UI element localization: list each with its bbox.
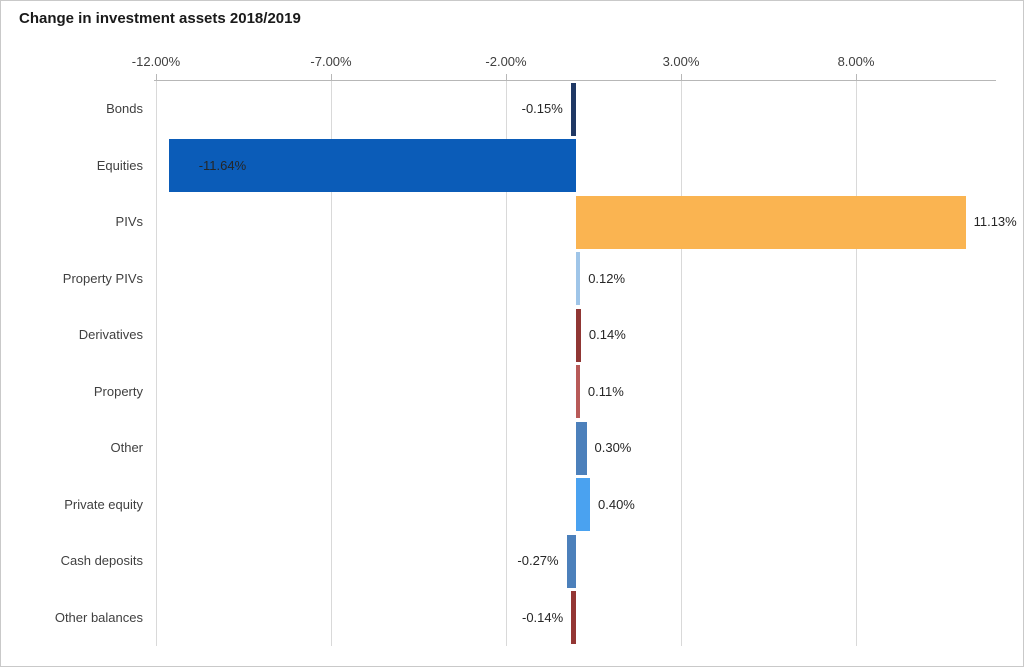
bar-value-label: 0.14%	[588, 327, 626, 342]
x-axis-line	[154, 80, 996, 81]
bar	[576, 252, 581, 305]
bar	[576, 365, 580, 418]
category-label: Other	[110, 440, 143, 455]
bar	[570, 83, 576, 136]
gridline	[156, 81, 157, 646]
category-label: Private equity	[64, 497, 143, 512]
bar	[576, 478, 590, 531]
x-axis-tick-label: -2.00%	[485, 54, 527, 69]
bar-value-label: 0.11%	[587, 384, 624, 399]
category-label: Derivatives	[78, 327, 143, 342]
gridline	[506, 81, 507, 646]
x-axis-tick-label: 8.00%	[837, 54, 875, 69]
category-label: Equities	[96, 158, 143, 173]
category-label: Property PIVs	[62, 271, 143, 286]
axis-tick-mark	[331, 74, 332, 81]
bar	[168, 139, 577, 192]
bar-value-label: -0.14%	[522, 610, 564, 625]
bar	[576, 422, 587, 475]
x-axis-tick-label: -7.00%	[310, 54, 352, 69]
axis-tick-mark	[506, 74, 507, 81]
x-axis-tick-label: 3.00%	[662, 54, 700, 69]
bar-value-label: 11.13%	[973, 214, 1017, 229]
axis-tick-mark	[856, 74, 857, 81]
bar	[566, 535, 576, 588]
category-label: Other balances	[54, 610, 143, 625]
bar	[571, 591, 577, 644]
bar-value-label: -11.64%	[198, 158, 247, 173]
category-label: Cash deposits	[60, 553, 143, 568]
bar-value-label: 0.30%	[594, 440, 632, 455]
bar	[576, 196, 966, 249]
chart-title: Change in investment assets 2018/2019	[19, 10, 301, 27]
category-label: Bonds	[106, 101, 143, 116]
gridline	[331, 81, 332, 646]
category-label: Property	[93, 384, 143, 399]
axis-tick-mark	[681, 74, 682, 81]
bar-value-label: 0.40%	[598, 497, 635, 512]
bar-value-label: -0.27%	[517, 553, 559, 568]
plot-area: -12.00% -7.00% -2.00% 3.00% 8.00% Bonds -0.15%…	[55, 54, 1017, 646]
bar	[576, 309, 581, 362]
gridline	[856, 81, 857, 646]
bar-value-label: 0.12%	[588, 271, 626, 286]
x-axis-tick-label: -12.00%	[131, 54, 181, 69]
category-label: PIVs	[115, 214, 143, 229]
gridline	[681, 81, 682, 646]
axis-tick-mark	[156, 74, 157, 81]
bar-value-label: -0.15%	[521, 101, 563, 116]
